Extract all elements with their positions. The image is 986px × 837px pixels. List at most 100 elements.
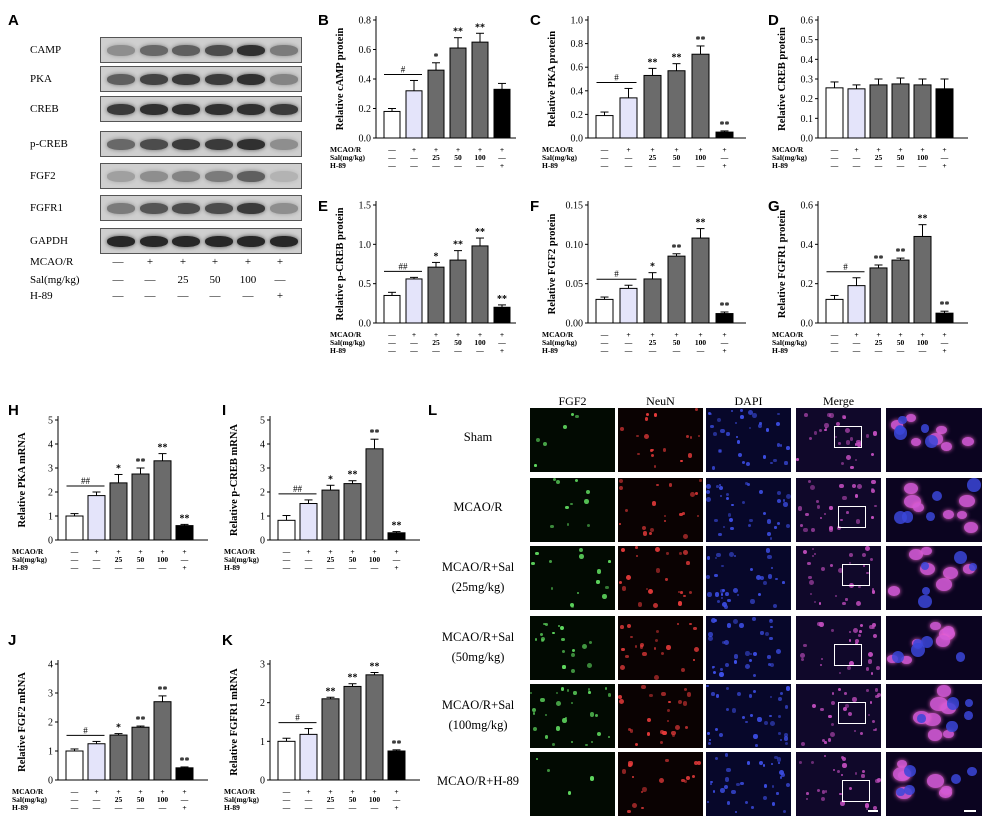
cell-dot: [779, 739, 783, 742]
cell-dot: [719, 787, 725, 793]
y-tick-label: 0.0: [359, 134, 372, 145]
condition-value: —: [453, 346, 462, 355]
y-axis-label: Relative p-CREB protein: [335, 207, 346, 320]
blot-band: [107, 74, 135, 85]
condition-value: —: [720, 338, 729, 347]
cell-dot: [752, 413, 757, 418]
significance-mark: **: [896, 247, 906, 258]
cell-dot: [841, 774, 844, 777]
cell-dot: [855, 459, 858, 462]
cell-dot: [784, 704, 789, 709]
cell-dot: [776, 491, 781, 495]
cell-dot: [741, 460, 746, 465]
cell-dot: [731, 707, 737, 713]
cell-dot: [534, 638, 537, 641]
cell-dot: [566, 523, 570, 526]
cell-dot: [818, 428, 823, 433]
cell-dot: [863, 564, 866, 567]
cell-dot: [802, 549, 807, 554]
cell-dot: [871, 480, 876, 485]
condition-value: 50: [349, 555, 357, 564]
cell-dot: [746, 760, 751, 765]
cell-dot: [718, 486, 724, 491]
cell-dot: [725, 686, 730, 691]
significance-mark: **: [136, 457, 146, 468]
condition-label: MCAO/R: [772, 145, 804, 154]
cell-dot: [767, 655, 771, 659]
cell-dot: [680, 591, 683, 594]
condition-value: —: [282, 787, 291, 796]
condition-value: +: [500, 330, 504, 339]
cell-dot: [747, 410, 753, 415]
condition-value: +: [394, 787, 398, 796]
cell-dot: [618, 479, 623, 484]
blot-strip: [100, 195, 302, 221]
cell-dot: [767, 574, 773, 579]
cell-dot: [803, 643, 808, 648]
cell-dot: [618, 580, 623, 585]
zoomed-nucleus: [921, 562, 930, 571]
cell-dot: [777, 696, 782, 701]
y-tick-label: 0.2: [801, 94, 814, 105]
cell-dot: [635, 555, 639, 558]
cell-dot: [837, 568, 843, 573]
cell-dot: [586, 490, 591, 495]
condition-label: MCAO/R: [224, 547, 256, 556]
cell-dot: [817, 789, 821, 793]
cell-dot: [809, 592, 813, 596]
condition-value: —: [387, 330, 396, 339]
cell-dot: [646, 412, 650, 416]
cell-dot: [783, 736, 789, 741]
zoomed-cell: [909, 549, 924, 561]
condition-value: +: [854, 145, 858, 154]
cell-dot: [759, 760, 764, 765]
bar: [449, 47, 467, 139]
cell-dot: [777, 412, 780, 416]
cell-dot: [716, 552, 722, 558]
cell-dot: [749, 652, 752, 655]
condition-value: +: [698, 330, 702, 339]
cell-dot: [865, 689, 869, 692]
cell-dot: [717, 532, 722, 537]
cell-dot: [730, 409, 734, 413]
condition-value: —: [874, 161, 883, 170]
blot-strip: [100, 37, 302, 63]
hash-mark: #: [83, 725, 88, 735]
cell-dot: [808, 580, 814, 586]
y-tick-label: 0: [48, 776, 53, 787]
condition-value: —: [672, 161, 681, 170]
bar: [715, 313, 734, 324]
cell-dot: [733, 660, 738, 664]
y-axis-label: Relative FGFR1 mRNA: [229, 668, 240, 776]
cell-dot: [820, 707, 824, 712]
cell-dot: [561, 650, 565, 654]
condition-value: +: [94, 547, 98, 556]
cell-dot: [562, 665, 566, 669]
cell-dot: [714, 619, 717, 623]
condition-value: +: [854, 330, 858, 339]
cell-dot: [714, 727, 719, 732]
cell-dot: [818, 602, 822, 605]
cell-dot: [838, 442, 841, 445]
condition-value: —: [158, 803, 167, 812]
cell-dot: [856, 600, 862, 606]
bar: [913, 84, 932, 139]
y-tick-label: 0: [260, 536, 265, 547]
bar: [869, 267, 888, 324]
cell-dot: [786, 446, 790, 450]
cell-dot: [644, 434, 650, 440]
cell-dot: [563, 425, 568, 429]
cell-dot: [810, 485, 816, 491]
hash-mark: ##: [81, 476, 91, 486]
condition-value: +: [394, 547, 398, 556]
cell-dot: [584, 499, 590, 505]
condition-value: +: [626, 330, 630, 339]
blot-label-pka: PKA: [30, 73, 53, 85]
condition-value: —: [600, 338, 609, 347]
cell-dot: [586, 662, 592, 668]
cell-dot: [571, 668, 576, 673]
micrograph-tile: [796, 478, 881, 542]
bar: [427, 69, 445, 139]
cell-dot: [535, 552, 539, 556]
column-header: DAPI: [734, 394, 763, 408]
